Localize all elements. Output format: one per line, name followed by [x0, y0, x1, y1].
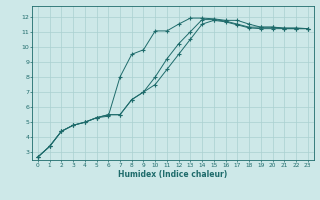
X-axis label: Humidex (Indice chaleur): Humidex (Indice chaleur) [118, 170, 228, 179]
